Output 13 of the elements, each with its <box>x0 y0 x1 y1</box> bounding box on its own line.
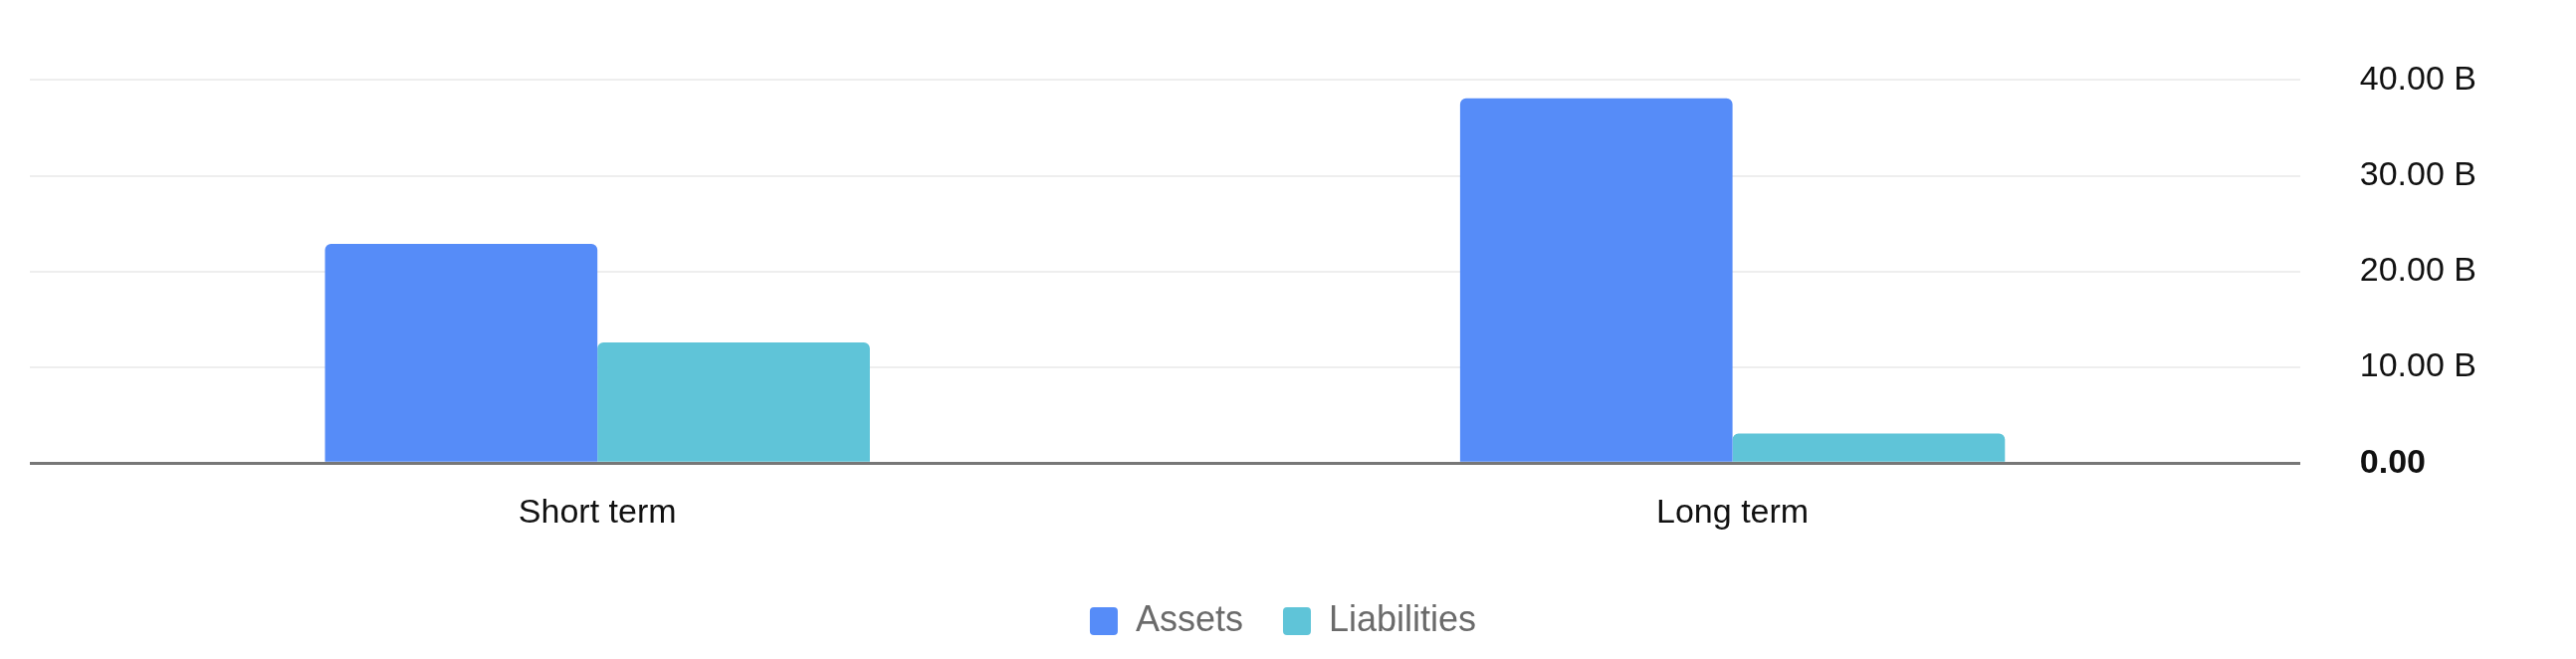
y-tick-label: 10.00 B <box>2359 345 2477 384</box>
y-tick-label: 20.00 B <box>2359 250 2477 289</box>
legend-label: Assets <box>1135 597 1243 639</box>
x-tick-label: Short term <box>518 491 677 530</box>
x-tick-label: Long term <box>1656 491 1810 530</box>
bar <box>1732 433 2006 462</box>
bar <box>1459 98 1733 462</box>
y-tick-label: 0.00 <box>2359 441 2426 480</box>
y-tick-label: 30.00 B <box>2359 153 2477 192</box>
bar <box>597 341 870 462</box>
bar <box>324 243 598 462</box>
legend-label: Liabilities <box>1328 597 1477 639</box>
y-tick-label: 40.00 B <box>2359 58 2477 97</box>
